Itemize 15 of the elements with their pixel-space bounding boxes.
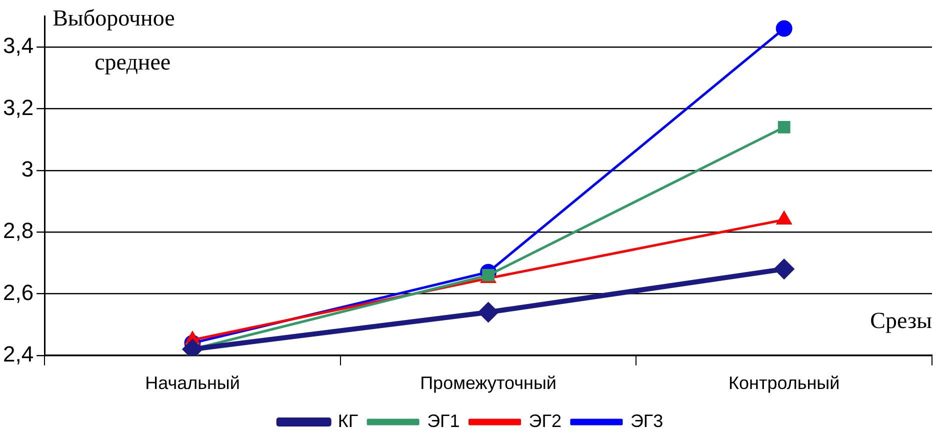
y-tick-label: 3,4 xyxy=(2,33,34,58)
y-tick-label: 3 xyxy=(21,156,34,182)
x-axis-title: Срезы xyxy=(870,308,932,333)
y-axis-title: Выборочное среднее xyxy=(52,6,175,75)
legend-label: ЭГ3 xyxy=(630,410,664,431)
y-tick-label: 2,4 xyxy=(2,341,34,366)
legend-label: ЭГ2 xyxy=(528,410,562,431)
x-tick-label: Контрольный xyxy=(728,373,840,394)
y-tick-label: 2,6 xyxy=(2,280,34,305)
x-tick-label: Начальный xyxy=(145,373,240,394)
y-tick-label: 2,8 xyxy=(2,218,34,244)
y-tick-label: 3,2 xyxy=(2,94,34,120)
legend-label: ЭГ1 xyxy=(427,410,460,431)
legend-label: КГ xyxy=(338,410,358,431)
x-tick-label: Промежуточный xyxy=(420,373,556,394)
